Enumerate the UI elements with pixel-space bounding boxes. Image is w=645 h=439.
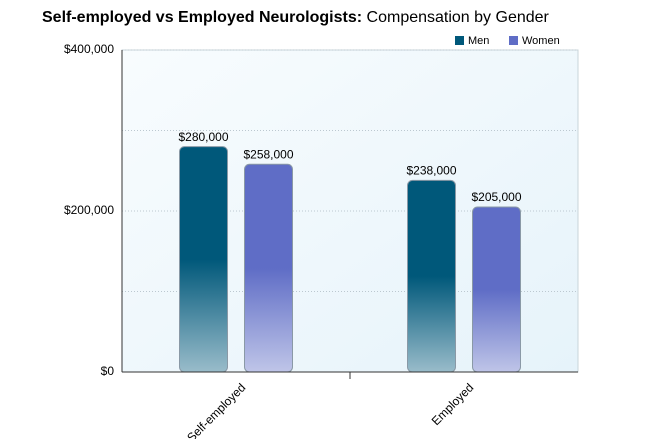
x-tick-label: Employed bbox=[429, 380, 477, 428]
y-tick-label: $0 bbox=[101, 364, 115, 378]
value-label: $205,000 bbox=[471, 190, 521, 204]
y-tick-label: $200,000 bbox=[64, 203, 114, 217]
legend-label: Men bbox=[468, 35, 489, 47]
chart-title: Self-employed vs Employed Neurologists: … bbox=[42, 9, 550, 26]
legend-label: Women bbox=[522, 35, 560, 47]
bar bbox=[179, 146, 228, 373]
title-main: Self-employed vs Employed Neurologists: bbox=[42, 9, 362, 26]
y-tick-label: $400,000 bbox=[64, 42, 114, 56]
value-label: $258,000 bbox=[243, 147, 293, 161]
legend-swatch bbox=[455, 36, 464, 45]
legend-swatch bbox=[509, 36, 518, 45]
value-label: $280,000 bbox=[178, 130, 228, 144]
bar bbox=[244, 163, 293, 373]
bar bbox=[472, 206, 521, 373]
value-label: $238,000 bbox=[406, 164, 456, 178]
x-tick-label: Self-employed bbox=[184, 380, 248, 439]
title-sub: Compensation by Gender bbox=[367, 9, 550, 26]
bar bbox=[407, 179, 456, 373]
